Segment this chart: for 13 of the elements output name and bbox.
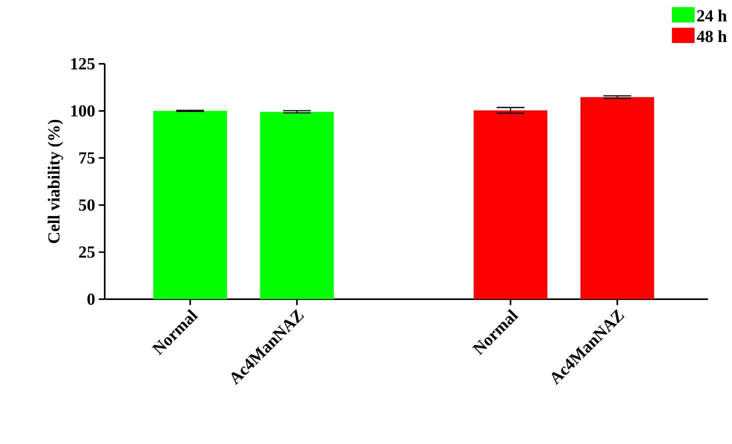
bar: [153, 111, 227, 300]
y-tick-label: 75: [79, 152, 95, 164]
y-tick-label: 50: [79, 199, 95, 211]
bar: [474, 110, 548, 300]
bar: [260, 112, 334, 300]
y-axis-title: Cell viability (%): [48, 120, 64, 244]
bar: [580, 97, 654, 300]
y-tick-label: 0: [87, 294, 95, 305]
legend-label: 24 h: [697, 10, 727, 22]
legend-label: 48 h: [696, 30, 727, 42]
y-tick-label: 100: [71, 105, 95, 117]
y-tick-label: 125: [71, 58, 95, 70]
y-tick-label: 25: [79, 246, 95, 258]
